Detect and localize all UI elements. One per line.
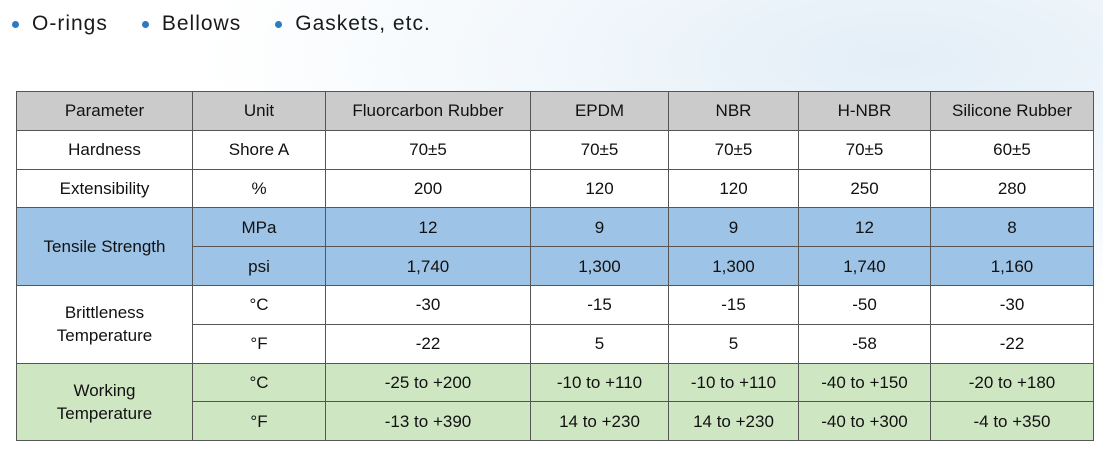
table-row: Working Temperature °C -25 to +200 -10 to +… <box>16 362 1094 442</box>
table-row: psi 1,740 1,300 1,300 1,740 1,160 <box>17 246 1094 286</box>
table-row: Extensibility% 200 120 120 250 280 <box>16 168 1094 209</box>
parameter-cell: Hardness <box>16 129 193 170</box>
unit-cell: MPa <box>192 207 326 248</box>
value-cell: 12 <box>798 207 931 248</box>
header-cell: NBR <box>668 91 799 131</box>
value-cell: 70±5 <box>668 129 799 170</box>
table-row: Tensile Strength MPa 12 9 9 12 8 <box>16 207 1094 286</box>
table-row: Brittleness Temperature °C -30 -15 -15 -50 -30 <box>16 284 1094 364</box>
table-row: °F -13 to +390 14 to +230 14 to +230 -40 to … <box>17 401 1094 442</box>
value-cell: -22 <box>325 323 531 364</box>
bullet-item: O-rings <box>12 12 108 36</box>
value-cell: 5 <box>530 323 669 364</box>
value-cell: -58 <box>798 323 931 364</box>
value-cell: -50 <box>798 284 931 325</box>
header-cell: Unit <box>192 91 326 131</box>
value-cell: 1,740 <box>798 246 931 286</box>
value-cell: -15 <box>668 284 799 325</box>
value-cell: -20 to +180 <box>930 362 1094 403</box>
value-cell: 120 <box>530 168 669 209</box>
value-cell: -30 <box>930 284 1094 325</box>
value-cell: -30 <box>325 284 531 325</box>
value-cell: 70±5 <box>530 129 669 170</box>
bullet-list: O-rings Bellows Gaskets, etc. <box>12 12 431 36</box>
bullet-item: Bellows <box>142 12 241 36</box>
value-cell: 1,740 <box>325 246 531 286</box>
header-cell: Parameter <box>16 91 193 131</box>
header-cell: Silicone Rubber <box>930 91 1094 131</box>
value-cell: 250 <box>798 168 931 209</box>
value-cell: 14 to +230 <box>530 401 669 442</box>
header-cell: H-NBR <box>798 91 931 131</box>
spec-table: Parameter Unit Fluorcarbon Rubber EPDM NBR H-… <box>16 91 1094 442</box>
value-cell: 60±5 <box>930 129 1094 170</box>
value-cell: -10 to +110 <box>530 362 669 403</box>
parameter-cell: Brittleness Temperature <box>16 284 193 364</box>
value-cell: -25 to +200 <box>325 362 531 403</box>
value-cell: 9 <box>668 207 799 248</box>
unit-cell: °C <box>192 362 326 403</box>
unit-cell: °F <box>192 323 326 364</box>
value-cell: 1,300 <box>668 246 799 286</box>
value-cell: -22 <box>930 323 1094 364</box>
table-row: °F -22 5 5 -58 -22 <box>17 323 1094 364</box>
unit-cell: % <box>192 168 326 209</box>
unit-cell: Shore A <box>192 129 326 170</box>
value-cell: -13 to +390 <box>325 401 531 442</box>
value-cell: -4 to +350 <box>930 401 1094 442</box>
value-cell: -40 to +300 <box>798 401 931 442</box>
table-row: Hardness Shore A 70±5 70±5 70±5 70±5 60±5 <box>16 129 1094 170</box>
unit-cell: psi <box>192 246 326 286</box>
parameter-cell: Working Temperature <box>16 362 193 442</box>
value-cell: -15 <box>530 284 669 325</box>
value-cell: 12 <box>325 207 531 248</box>
unit-cell: °C <box>192 284 326 325</box>
value-cell: 280 <box>930 168 1094 209</box>
value-cell: 200 <box>325 168 531 209</box>
unit-cell: °F <box>192 401 326 442</box>
bullet-item: Gaskets, etc. <box>275 12 431 36</box>
header-cell: Fluorcarbon Rubber <box>325 91 531 131</box>
value-cell: 8 <box>930 207 1094 248</box>
value-cell: 120 <box>668 168 799 209</box>
value-cell: 1,160 <box>930 246 1094 286</box>
value-cell: 1,300 <box>530 246 669 286</box>
value-cell: 70±5 <box>325 129 531 170</box>
value-cell: 5 <box>668 323 799 364</box>
value-cell: 70±5 <box>798 129 931 170</box>
value-cell: 9 <box>530 207 669 248</box>
parameter-cell: Extensibility <box>16 168 193 209</box>
header-cell: EPDM <box>530 91 669 131</box>
value-cell: -40 to +150 <box>798 362 931 403</box>
value-cell: 14 to +230 <box>668 401 799 442</box>
parameter-cell: Tensile Strength <box>16 207 193 286</box>
header-row: Parameter Unit Fluorcarbon Rubber EPDM NBR H-… <box>16 91 1094 131</box>
value-cell: -10 to +110 <box>668 362 799 403</box>
